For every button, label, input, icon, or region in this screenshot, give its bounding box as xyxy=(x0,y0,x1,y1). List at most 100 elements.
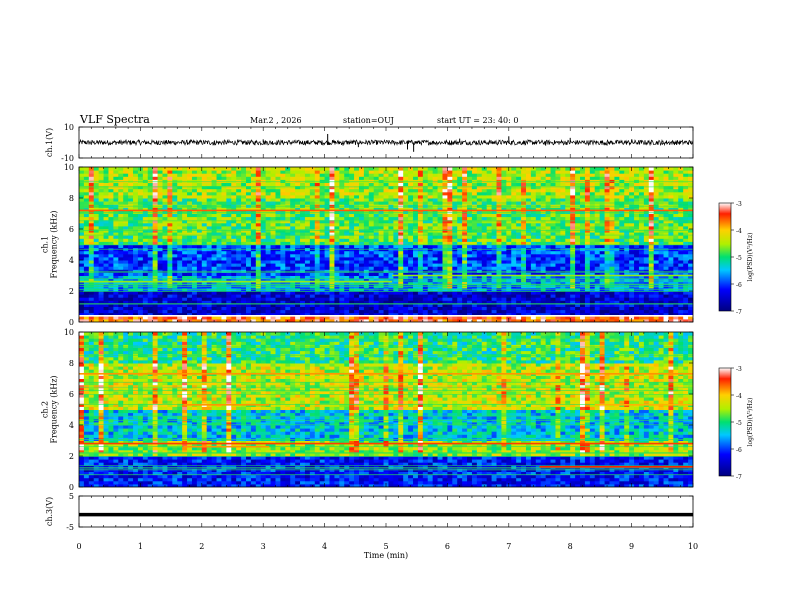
ch1-spec-cell xyxy=(300,303,306,307)
ch1-spec-cell xyxy=(437,315,444,320)
ch1-spec-cell xyxy=(177,176,183,180)
ch1-spec-cell xyxy=(83,275,90,280)
ch1-spec-cell xyxy=(177,179,183,183)
ch1-spec-cell xyxy=(457,238,463,242)
ch1-spec-cell xyxy=(187,291,193,295)
ch1-spec-cell xyxy=(250,260,257,264)
ch1-spec-cell xyxy=(300,232,306,236)
ch1-spec-cell xyxy=(358,225,365,230)
ch1-spec-cell xyxy=(250,235,257,239)
ch1-spec-cell xyxy=(255,294,262,298)
ch1-spec-cell xyxy=(525,250,532,255)
ch1-spec-cell xyxy=(142,225,149,230)
ch1-spec-cell xyxy=(241,241,247,245)
ch1-spec-cell xyxy=(388,210,394,214)
ch1-spec-cell xyxy=(157,232,164,236)
ch1-spec-cell xyxy=(265,241,272,245)
ch1-spec-cell xyxy=(300,191,306,196)
ch1-spec-cell xyxy=(246,312,252,317)
ch1-spec-cell xyxy=(408,315,414,320)
ch1-spec-cell xyxy=(167,250,173,255)
ch1-spec-cell xyxy=(516,297,522,301)
ch1-spec-cell xyxy=(142,194,149,199)
ch1-spec-cell xyxy=(447,281,453,286)
ch1-spec-cell xyxy=(172,294,178,298)
ch1-spec-cell xyxy=(452,210,458,214)
ch1-spec-cell xyxy=(442,194,448,199)
ch1-spec-cell xyxy=(182,281,188,286)
ch1-spec-cell xyxy=(280,170,286,174)
ch1-spec-cell xyxy=(314,275,321,280)
ch1-spec-cell xyxy=(422,278,429,283)
ch1-spec-cell xyxy=(280,176,286,180)
ch1-spec-cell xyxy=(157,207,164,211)
ch1-spec-cell xyxy=(471,297,478,301)
ch1-spec-cell xyxy=(432,306,439,311)
ch1-spec-cell xyxy=(476,306,483,311)
ch1-spec-cell xyxy=(516,309,522,314)
ch1-spec-cell xyxy=(152,198,159,202)
ch1-spec-cell xyxy=(241,216,247,221)
ch1-spec-cell xyxy=(486,176,493,180)
ch1-spec-cell xyxy=(432,278,439,283)
ch1-spec-cell xyxy=(260,309,267,314)
ch1-spec-cell xyxy=(540,315,547,320)
ch1-spec-cell xyxy=(162,272,169,276)
ch1-spec-cell xyxy=(103,272,110,276)
ch1-spec-cell xyxy=(432,176,439,180)
ch1-spec-cell xyxy=(432,219,439,224)
ch1-spec-cell xyxy=(457,294,463,298)
ch1-spec-cell xyxy=(506,275,512,280)
ch1-spec-cell xyxy=(422,281,429,286)
ch1-spec-cell xyxy=(275,275,281,280)
ch1-spec-cell xyxy=(383,216,390,221)
ch1-spec-cell xyxy=(128,291,134,295)
ch1-spec-cell xyxy=(152,315,159,320)
ch1-spec-cell xyxy=(280,263,286,267)
ch1-spec-cell xyxy=(501,182,507,187)
date-label: Mar.2 , 2026 xyxy=(250,116,302,125)
ch1-spec-cell xyxy=(334,170,340,174)
ch1-spec-cell xyxy=(98,281,105,286)
ch1-spec-cell xyxy=(177,315,183,320)
ch1-spec-cell xyxy=(535,241,542,245)
ch1-spec-cell xyxy=(172,167,178,171)
ch1-spec-cell xyxy=(133,278,139,283)
ch1-spec-cell xyxy=(123,167,129,171)
ch1-spec-cell xyxy=(540,272,547,276)
ch1-spec-cell xyxy=(201,260,208,264)
ch1-spec-cell xyxy=(133,191,139,196)
ch1-spec-cell xyxy=(147,210,154,214)
ch1-spec-cell xyxy=(413,185,419,190)
ch1-spec-cell xyxy=(506,281,512,286)
ch1-spec-cell xyxy=(98,191,105,196)
ch1-spec-cell xyxy=(133,275,139,280)
ch1-spec-cell xyxy=(177,222,183,227)
ch1-spec-cell xyxy=(211,198,218,202)
ch1-spec-cell xyxy=(349,303,355,307)
ch1-spec-cell xyxy=(137,194,144,199)
ch1-spec-cell xyxy=(417,278,424,283)
ch1-spec-cell xyxy=(206,263,213,267)
ch1-spec-cell xyxy=(290,253,296,258)
ch1-spec-cell xyxy=(388,232,394,236)
ch1-spec-cell xyxy=(486,315,493,320)
ch1-spec-cell xyxy=(108,281,114,286)
ch1-spec-cell xyxy=(231,297,237,301)
ch1-spec-cell xyxy=(231,219,237,224)
ch1-spec-cell xyxy=(231,182,237,187)
ch1-spec-cell xyxy=(162,173,169,177)
ch1-spec-cell xyxy=(260,185,267,190)
ch1-spec-cell xyxy=(452,256,458,261)
ch1-spec-cell xyxy=(128,263,134,267)
ch1-spec-cell xyxy=(403,306,409,311)
ch1-spec-cell xyxy=(260,291,267,295)
ch1-spec-cell xyxy=(236,256,242,261)
ch1-spec-cell xyxy=(363,173,370,177)
ch1-spec-cell xyxy=(314,272,321,276)
ch1-spec-cell xyxy=(98,210,105,214)
ch1-spec-cell xyxy=(137,253,144,258)
ch1-spec-cell xyxy=(167,219,173,224)
ch1-spec-cell xyxy=(491,198,498,202)
ch1-spec-cell xyxy=(157,182,164,187)
